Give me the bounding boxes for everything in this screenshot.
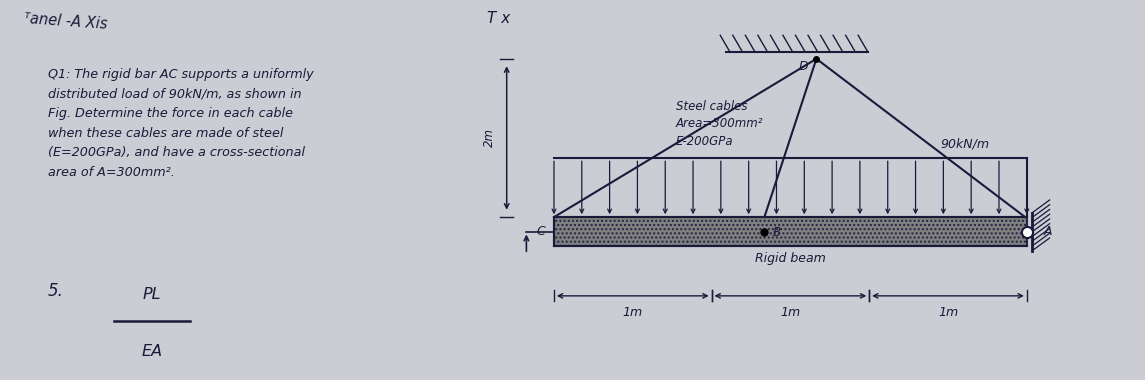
Text: PL: PL	[143, 287, 161, 302]
Text: D: D	[799, 60, 808, 73]
Text: Rigid beam: Rigid beam	[755, 252, 826, 265]
Text: B: B	[772, 226, 780, 239]
Text: EA: EA	[142, 344, 163, 359]
Text: ᵀanel -A Xis: ᵀanel -A Xis	[24, 11, 108, 32]
Text: Q1: The rigid bar AC supports a uniformly
distributed load of 90kN/m, as shown i: Q1: The rigid bar AC supports a uniforml…	[48, 68, 313, 179]
Text: 1m: 1m	[938, 306, 958, 319]
Text: 2m: 2m	[483, 128, 496, 147]
Text: Steel cables
Area=300mm²
E-200GPa: Steel cables Area=300mm² E-200GPa	[676, 100, 764, 148]
Text: A: A	[1044, 225, 1052, 238]
Text: C: C	[537, 225, 545, 238]
Text: T x: T x	[487, 11, 511, 25]
Bar	[554, 217, 1027, 246]
Text: 1m: 1m	[781, 306, 800, 319]
Text: 5.: 5.	[48, 282, 63, 301]
Text: 1m: 1m	[623, 306, 642, 319]
Text: 90kN/m: 90kN/m	[940, 138, 989, 150]
